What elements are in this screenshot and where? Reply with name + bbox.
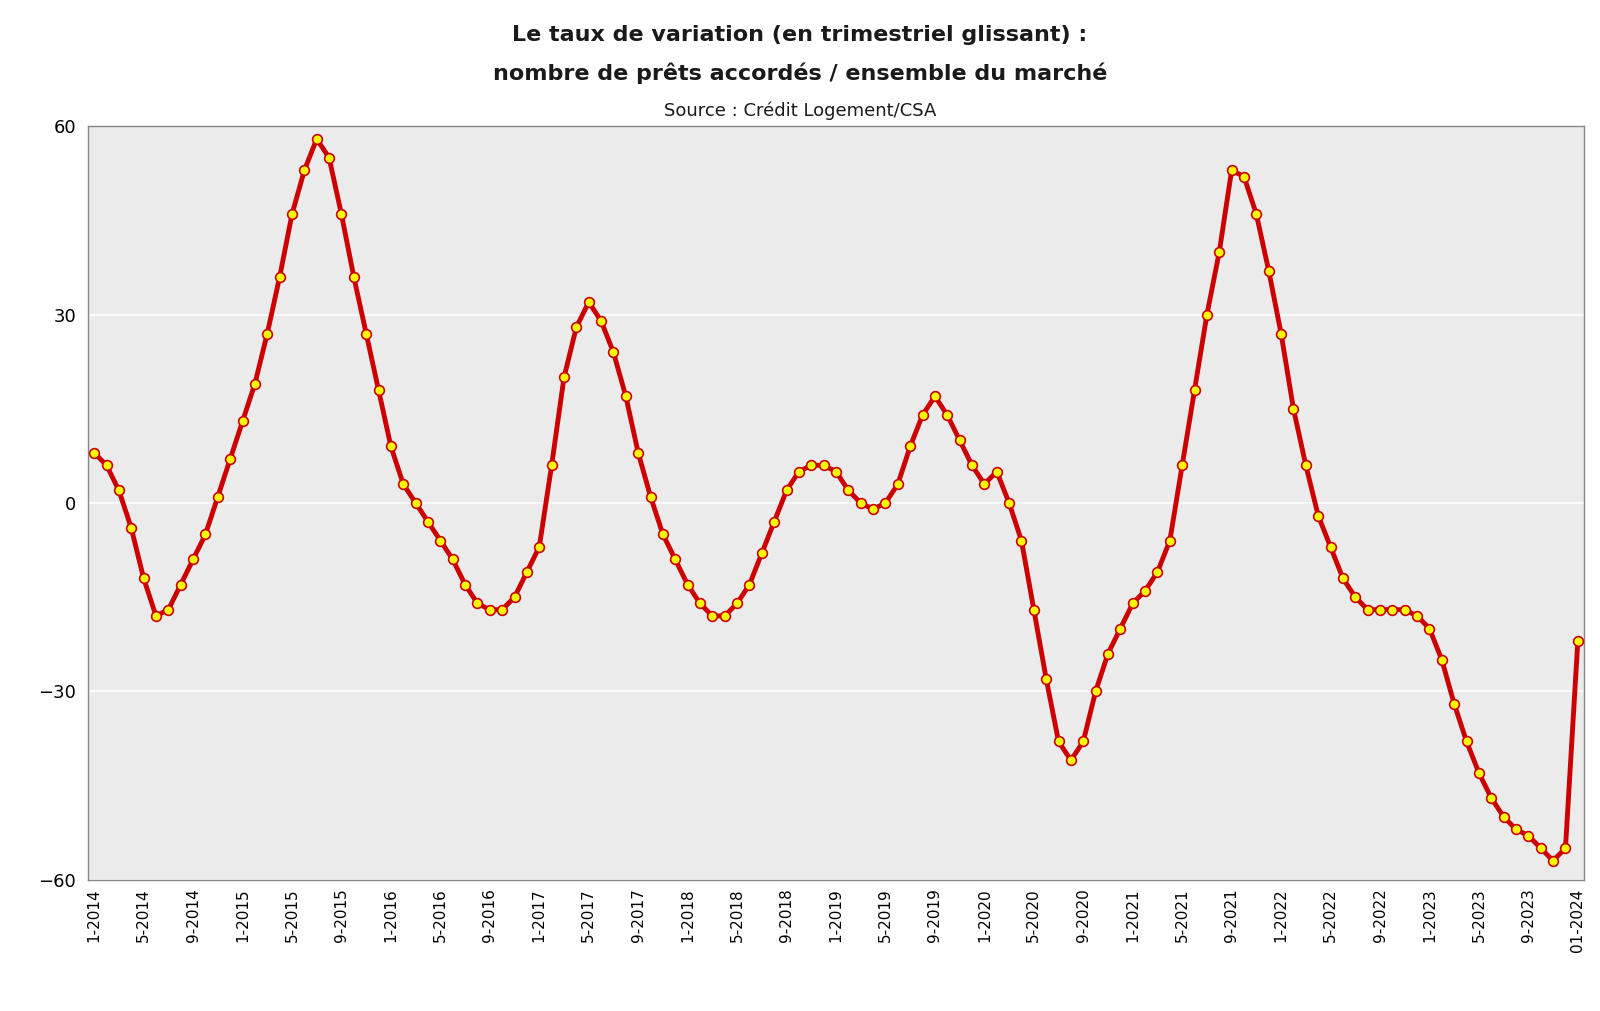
Text: Le taux de variation (en trimestriel glissant) :: Le taux de variation (en trimestriel gli… — [512, 25, 1088, 45]
Text: Source : Crédit Logement/CSA: Source : Crédit Logement/CSA — [664, 101, 936, 119]
Text: nombre de prêts accordés / ensemble du marché: nombre de prêts accordés / ensemble du m… — [493, 63, 1107, 84]
